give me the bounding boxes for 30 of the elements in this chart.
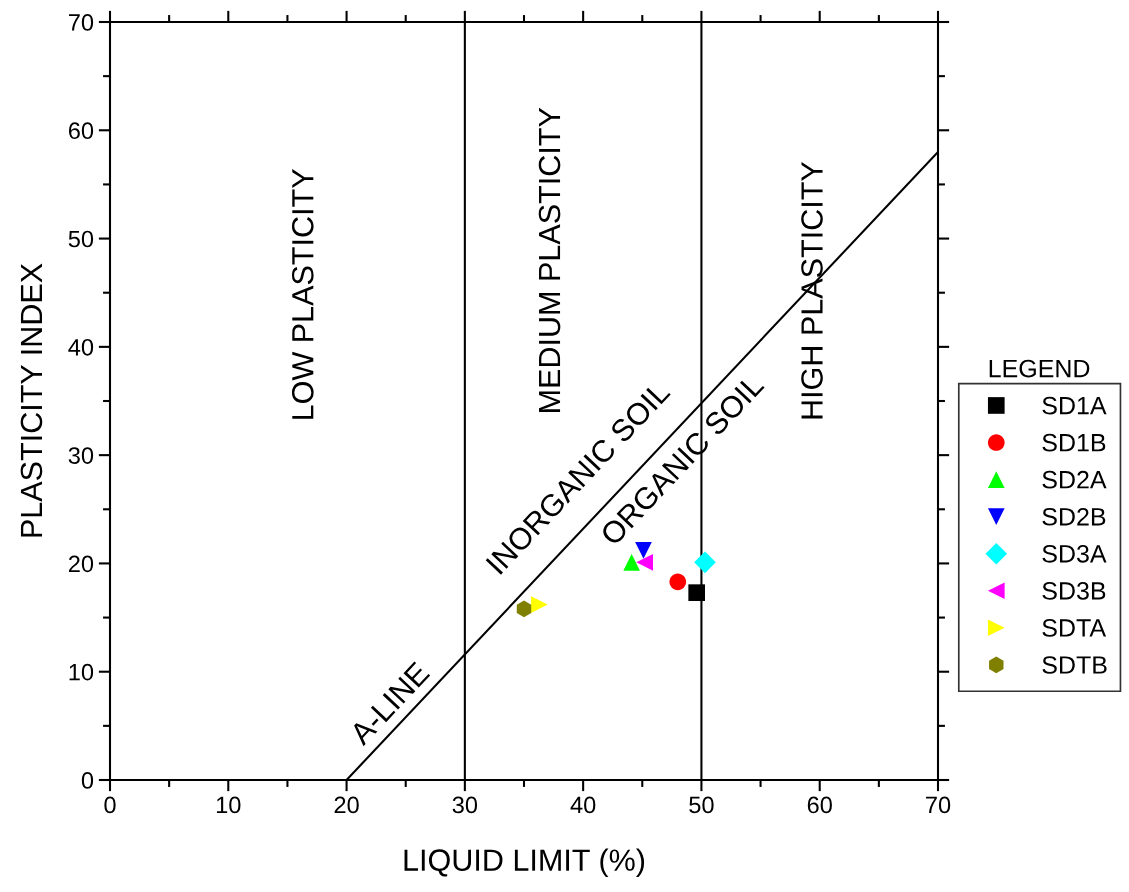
- x-tick-label: 10: [216, 796, 241, 814]
- y-tick-label: 70: [68, 14, 94, 31]
- y-tick-label: 60: [68, 122, 94, 140]
- x-tick-label: 50: [689, 796, 714, 814]
- x-tick-label: 20: [334, 796, 359, 814]
- legend-label: SD1A: [1042, 396, 1107, 415]
- x-tick-label: 0: [104, 796, 116, 814]
- x-tick-label: 30: [452, 796, 478, 814]
- legend-label: SD1B: [1042, 433, 1106, 452]
- y-tick-label: 40: [68, 338, 94, 356]
- x-axis-title: LIQUID LIMIT (%): [404, 848, 645, 878]
- legend-label: SD2B: [1042, 507, 1106, 526]
- legend-title: LEGEND: [989, 359, 1090, 378]
- legend-label: SD3B: [1042, 582, 1106, 600]
- y-axis-title: PLASTICITY INDEX: [20, 263, 43, 537]
- legend-label: SDTB: [1042, 656, 1107, 674]
- y-tick-label: 0: [81, 772, 94, 789]
- annotation: HIGH PLASTICITY: [801, 161, 823, 419]
- legend-label: SD3A: [1042, 544, 1107, 563]
- legend-label: SD2A: [1042, 470, 1107, 489]
- y-tick-label: 10: [69, 663, 94, 681]
- y-tick-label: 50: [68, 230, 94, 248]
- y-tick-label: 20: [68, 555, 94, 573]
- x-tick-label: 40: [570, 796, 596, 814]
- x-tick-label: 60: [807, 796, 832, 814]
- x-tick-label: 70: [926, 796, 951, 814]
- legend-label: SDTA: [1042, 619, 1107, 637]
- annotation: LOW PLASTICITY: [291, 169, 314, 419]
- y-tick-label: 30: [68, 447, 94, 464]
- annotation: MEDIUM PLASTICITY: [538, 107, 561, 412]
